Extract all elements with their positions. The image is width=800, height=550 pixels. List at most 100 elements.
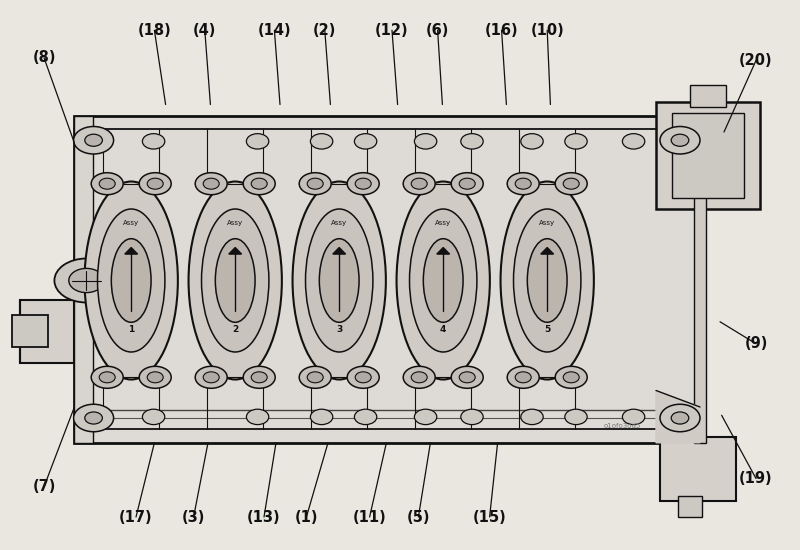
Text: 4: 4 [440, 326, 446, 334]
Text: (10): (10) [530, 23, 564, 38]
Text: Assy: Assy [227, 220, 243, 225]
Circle shape [414, 409, 437, 425]
Circle shape [78, 134, 101, 149]
Polygon shape [541, 248, 554, 254]
Circle shape [310, 134, 333, 149]
Circle shape [411, 178, 427, 189]
Polygon shape [125, 248, 138, 254]
Circle shape [91, 173, 123, 195]
Text: (5): (5) [406, 509, 430, 525]
Circle shape [521, 409, 543, 425]
Circle shape [354, 134, 377, 149]
Text: Assy: Assy [435, 220, 451, 225]
Circle shape [243, 173, 275, 195]
Circle shape [451, 366, 483, 388]
Ellipse shape [319, 239, 359, 322]
Ellipse shape [215, 239, 255, 322]
Polygon shape [656, 390, 700, 443]
Bar [660, 437, 736, 500]
Text: (6): (6) [426, 23, 450, 38]
Polygon shape [437, 248, 450, 254]
Circle shape [622, 134, 645, 149]
Circle shape [521, 134, 543, 149]
Ellipse shape [293, 182, 386, 380]
Circle shape [203, 178, 219, 189]
Circle shape [459, 372, 475, 383]
Circle shape [91, 366, 123, 388]
Circle shape [74, 404, 114, 432]
Text: (2): (2) [313, 23, 337, 38]
Text: Assy: Assy [123, 220, 139, 225]
Text: (8): (8) [32, 50, 56, 65]
Bar [12, 315, 48, 346]
Circle shape [563, 178, 579, 189]
Circle shape [85, 134, 102, 146]
Text: Assy: Assy [331, 220, 347, 225]
Text: 1: 1 [128, 326, 134, 334]
Circle shape [78, 409, 101, 425]
Ellipse shape [111, 239, 151, 322]
Circle shape [74, 126, 114, 154]
Text: (9): (9) [744, 336, 768, 351]
Text: (18): (18) [138, 23, 171, 38]
Circle shape [307, 372, 323, 383]
Circle shape [299, 173, 331, 195]
Bar [678, 496, 702, 517]
Circle shape [139, 173, 171, 195]
Bar [694, 116, 706, 443]
Circle shape [246, 409, 269, 425]
Circle shape [403, 173, 435, 195]
Polygon shape [333, 248, 346, 254]
Text: (13): (13) [247, 509, 281, 525]
Circle shape [99, 178, 115, 189]
Bar [74, 116, 700, 443]
Circle shape [451, 173, 483, 195]
Text: (19): (19) [739, 471, 773, 486]
Circle shape [69, 268, 104, 293]
Circle shape [354, 409, 377, 425]
Circle shape [461, 134, 483, 149]
Ellipse shape [98, 209, 165, 352]
Circle shape [660, 126, 700, 154]
Circle shape [507, 173, 539, 195]
Circle shape [195, 366, 227, 388]
Circle shape [555, 366, 587, 388]
Text: (1): (1) [294, 509, 318, 525]
Circle shape [246, 134, 269, 149]
Circle shape [347, 173, 379, 195]
Circle shape [251, 178, 267, 189]
Polygon shape [229, 248, 242, 254]
Bar [74, 116, 93, 443]
Text: (12): (12) [375, 23, 409, 38]
Circle shape [660, 404, 700, 432]
Circle shape [147, 178, 163, 189]
Circle shape [414, 134, 437, 149]
Circle shape [85, 412, 102, 424]
Text: o1ofo3od5: o1ofo3od5 [604, 424, 642, 429]
Text: (14): (14) [258, 23, 291, 38]
Circle shape [142, 409, 165, 425]
Circle shape [565, 409, 587, 425]
Circle shape [243, 366, 275, 388]
Circle shape [355, 372, 371, 383]
Ellipse shape [202, 209, 269, 352]
Circle shape [347, 366, 379, 388]
Circle shape [555, 173, 587, 195]
Circle shape [251, 372, 267, 383]
Circle shape [147, 372, 163, 383]
Circle shape [310, 409, 333, 425]
Ellipse shape [527, 239, 567, 322]
Text: (15): (15) [473, 509, 506, 525]
Bar [690, 85, 726, 107]
Circle shape [355, 178, 371, 189]
Circle shape [563, 372, 579, 383]
Circle shape [507, 366, 539, 388]
Bar [672, 113, 744, 198]
Circle shape [565, 134, 587, 149]
Text: (16): (16) [485, 23, 518, 38]
Circle shape [622, 409, 645, 425]
Circle shape [299, 366, 331, 388]
Bar [656, 102, 760, 209]
Ellipse shape [410, 209, 477, 352]
Ellipse shape [397, 182, 490, 380]
